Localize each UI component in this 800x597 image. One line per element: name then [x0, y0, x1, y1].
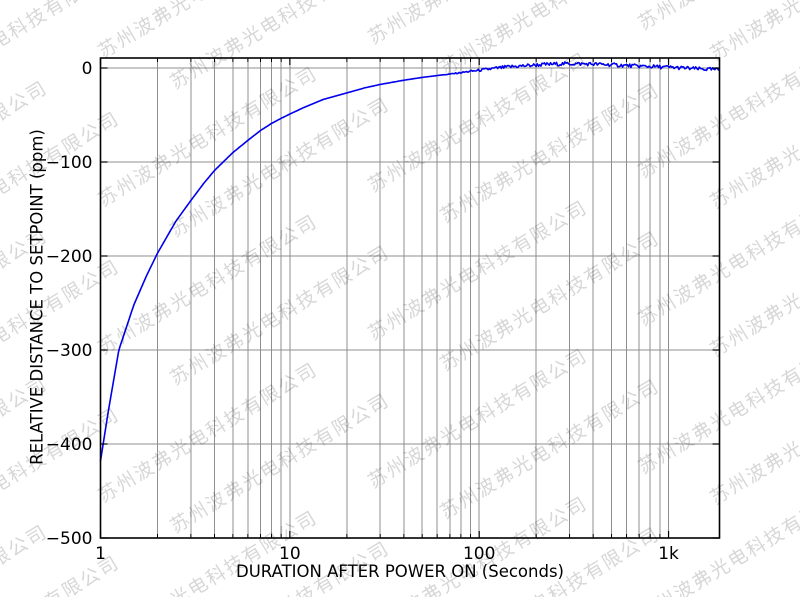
plot-border [99, 57, 721, 539]
y-tick-label: −500 [46, 529, 93, 549]
x-tick-label: 1k [658, 544, 679, 564]
x-tick-label: 1 [95, 544, 106, 564]
y-tick-label: −400 [46, 435, 93, 455]
x-tick-label: 10 [279, 544, 301, 564]
y-tick-label: −100 [46, 153, 93, 173]
x-axis-label: DURATION AFTER POWER ON (Seconds) [236, 562, 564, 581]
data-line [99, 61, 720, 462]
y-tick-label: −200 [46, 247, 93, 267]
y-tick-label: 0 [82, 59, 93, 79]
y-tick-label: −300 [46, 341, 93, 361]
x-tick-label: 100 [463, 544, 495, 564]
y-axis-label: RELATIVE DISTANCE TO SETPOINT (ppm) [27, 129, 47, 465]
